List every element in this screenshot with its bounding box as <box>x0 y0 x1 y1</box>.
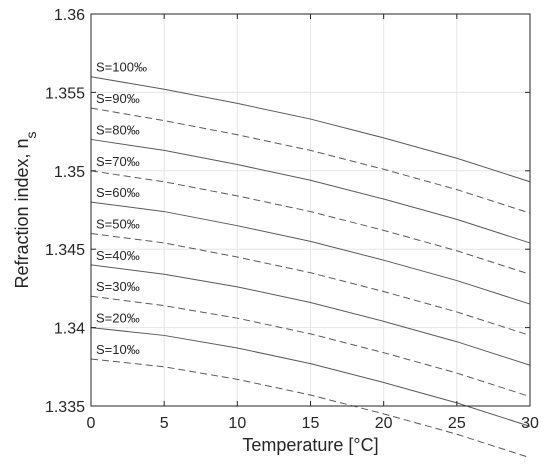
series-line-5 <box>90 201 531 305</box>
series-label-9: S=20‰ <box>96 311 140 326</box>
series-lines <box>90 76 531 459</box>
series-label-2: S=90‰ <box>96 91 140 106</box>
x-tick-label: 25 <box>448 415 466 432</box>
x-tick-label: 0 <box>87 415 96 432</box>
series-label-6: S=50‰ <box>96 217 140 232</box>
series-label-1: S=100‰ <box>96 60 147 75</box>
series-label-7: S=40‰ <box>96 248 140 263</box>
y-tick-label: 1.335 <box>45 399 85 416</box>
series-line-2 <box>90 107 531 214</box>
x-axis-title: Temperature [°C] <box>242 435 378 455</box>
series-line-3 <box>90 138 531 244</box>
series-label-8: S=30‰ <box>96 279 140 294</box>
series-line-4 <box>90 170 531 275</box>
series-label-4: S=70‰ <box>96 154 140 169</box>
x-tick-label: 5 <box>160 415 169 432</box>
y-tick-label: 1.36 <box>54 7 85 24</box>
y-axis-title-main: Refraction index, n <box>12 138 32 288</box>
y-tick-label: 1.35 <box>54 164 85 181</box>
series-line-6 <box>90 233 531 336</box>
x-tick-label: 30 <box>521 415 539 432</box>
grid <box>90 13 531 407</box>
series-label-5: S=60‰ <box>96 185 140 200</box>
y-tick-label: 1.34 <box>54 321 85 338</box>
x-tick-label: 20 <box>375 415 393 432</box>
series-label-3: S=80‰ <box>96 122 140 137</box>
series-line-1 <box>90 76 531 183</box>
series-labels: S=100‰ S=90‰ S=80‰ S=70‰ S=60‰ S=50‰ S=40‰ S=30… <box>96 60 147 357</box>
y-axis-title: Refraction index, ns <box>12 131 39 288</box>
axis-ticks: 0 5 10 15 20 25 30 1.335 1.34 1.345 1.35 1.355 1.36 <box>45 7 539 432</box>
x-tick-label: 15 <box>302 415 320 432</box>
x-tick-label: 10 <box>228 415 246 432</box>
y-tick-label: 1.345 <box>45 242 85 259</box>
series-line-7 <box>90 264 531 366</box>
series-label-10: S=10‰ <box>96 342 140 357</box>
y-axis-title-subscript: s <box>23 131 39 138</box>
y-tick-label: 1.355 <box>45 85 85 102</box>
series-line-8 <box>90 295 531 398</box>
series-line-10 <box>90 358 531 459</box>
